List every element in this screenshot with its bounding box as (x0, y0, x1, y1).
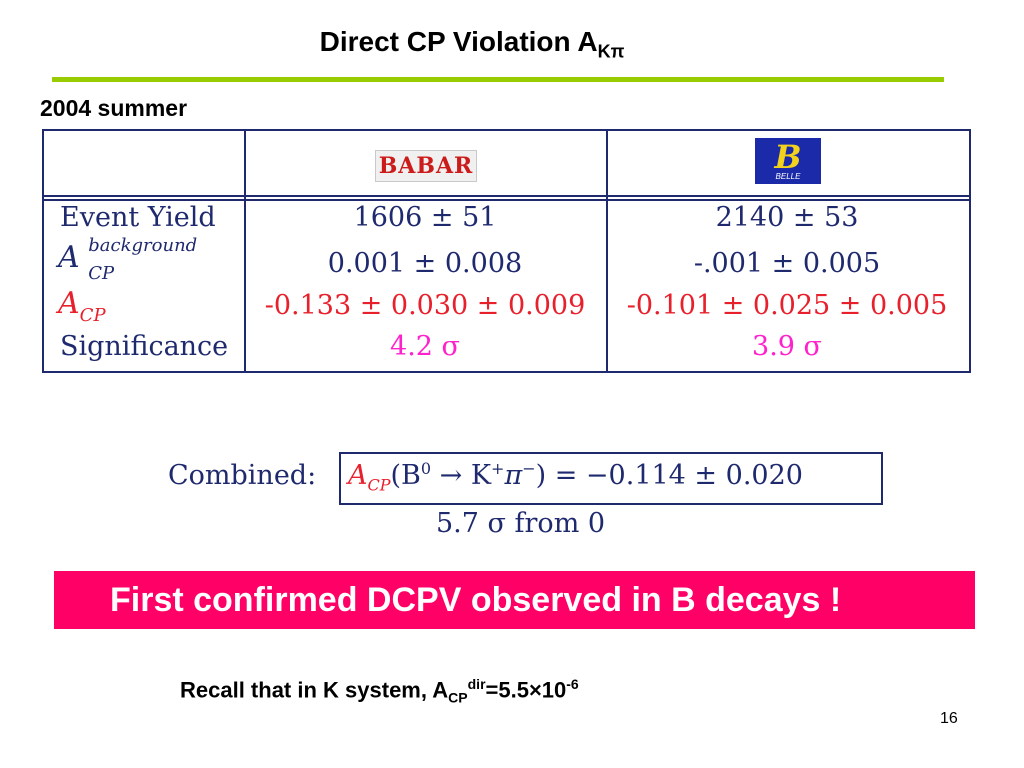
combined-significance: 5.7 σ from 0 (436, 508, 606, 539)
recall-superscript: dir (467, 676, 486, 692)
row-label-acp: ACP (58, 286, 106, 326)
combined-arrow: → K (431, 460, 492, 491)
babar-significance: 4.2 σ (390, 331, 460, 362)
belle-significance: 3.9 σ (752, 331, 822, 362)
table-header-divider-1 (42, 195, 971, 197)
combined-acp: ACP (348, 460, 391, 495)
table-border-bottom (42, 371, 971, 373)
recall-note: Recall that in K system, ACPdir=5.5×10-6 (180, 676, 579, 706)
combined-result-box (339, 452, 883, 505)
row-label-acp-background: A background CP (58, 235, 197, 284)
belle-logo: B BELLE (755, 138, 821, 184)
table-col-divider-2 (606, 129, 608, 373)
title-rule (52, 77, 944, 82)
acp-symbol: A (58, 286, 80, 321)
conclusion-text: First confirmed DCPV observed in B decay… (110, 581, 842, 619)
babar-acp: -0.133 ± 0.030 ± 0.009 (264, 290, 586, 321)
belle-acp-background: -.001 ± 0.005 (693, 248, 881, 279)
table-border-top (42, 129, 971, 131)
belle-logo-text: BELLE (775, 171, 801, 181)
combined-value: ) = −0.114 ± 0.020 (535, 460, 803, 491)
combined-pi: π (504, 460, 523, 491)
date-label: 2004 summer (40, 95, 188, 121)
combined-pi-superscript: − (522, 459, 536, 478)
recall-exponent: -6 (566, 676, 579, 692)
conclusion-banner: First confirmed DCPV observed in B decay… (54, 571, 975, 629)
title-text: Direct CP Violation A (319, 26, 598, 57)
table-header-divider-2 (42, 199, 971, 201)
belle-logo-mark: B (774, 137, 802, 176)
recall-prefix: Recall that in K system, A (180, 677, 449, 703)
acp-subscript: CP (79, 305, 106, 326)
title-subscript: Kπ (597, 41, 625, 62)
table-border-right (969, 129, 971, 373)
recall-subscript: CP (448, 689, 468, 706)
row-label-event-yield: Event Yield (60, 202, 216, 233)
results-table (42, 129, 971, 373)
babar-event-yield: 1606 ± 51 (353, 202, 497, 233)
acp-bg-symbol: A (58, 240, 80, 275)
babar-logo-text: BABAR (378, 153, 474, 179)
page-number: 16 (940, 710, 958, 727)
recall-value: =5.5×10 (485, 677, 567, 703)
belle-event-yield: 2140 ± 53 (715, 202, 859, 233)
combined-k-superscript: + (491, 459, 505, 478)
acp-bg-superscript: background (88, 235, 198, 256)
acp-bg-subscript: CP (88, 263, 115, 284)
slide-title: Direct CP Violation AKπ (0, 26, 944, 63)
combined-acp-subscript: CP (367, 475, 391, 495)
combined-formula: ACP(B0 → K+π−) = −0.114 ± 0.020 (348, 459, 803, 494)
babar-acp-background: 0.001 ± 0.008 (327, 248, 523, 279)
combined-acp-symbol: A (348, 460, 368, 491)
belle-acp: -0.101 ± 0.025 ± 0.005 (626, 290, 948, 321)
table-border-left (42, 129, 44, 373)
combined-label: Combined: (168, 460, 317, 491)
table-col-divider-1 (244, 129, 246, 373)
combined-lhs: (B (390, 460, 421, 491)
combined-b-superscript: 0 (420, 459, 432, 478)
row-label-significance: Significance (60, 331, 229, 362)
babar-logo: BABAR (375, 150, 477, 182)
